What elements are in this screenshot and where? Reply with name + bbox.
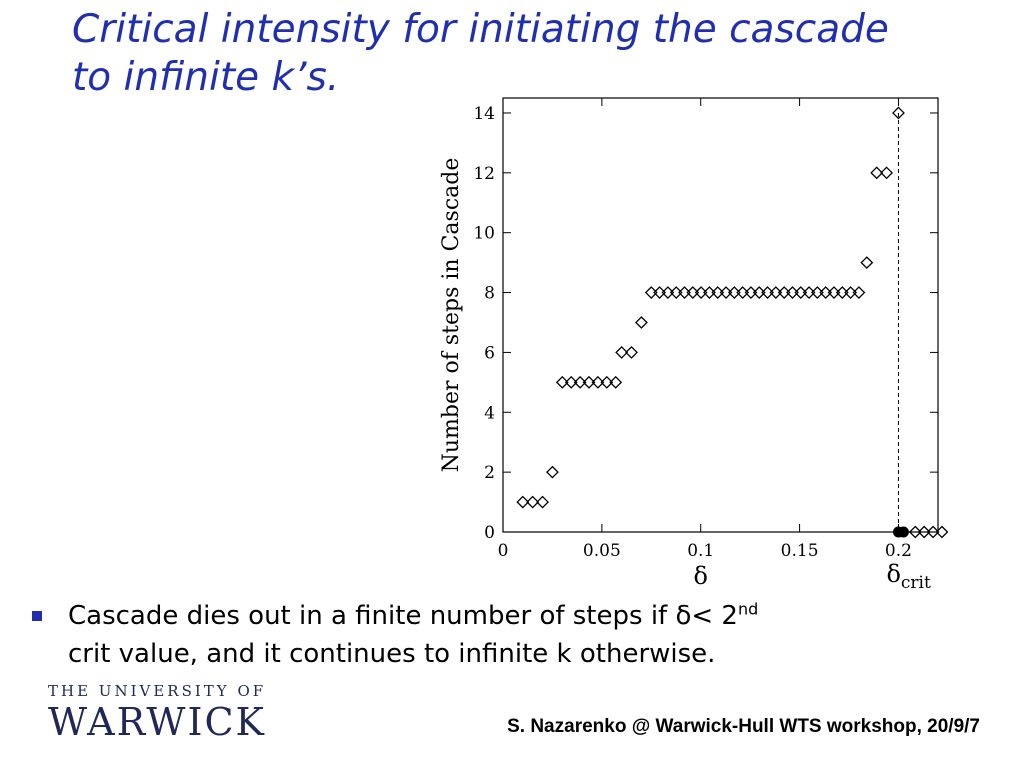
- data-point-diamond: [546, 465, 559, 479]
- data-point-diamond: [777, 286, 791, 299]
- data-point-diamond: [644, 286, 658, 299]
- chart-svg: 0 0.05 0.1 0.15 0.2 0 2 4 6 8 10 12 14 δ Number of ste…: [439, 97, 949, 590]
- data-point-diamond: [736, 286, 750, 299]
- data-point-diamond: [908, 525, 922, 539]
- data-point-diamond: [516, 495, 530, 509]
- bullet-text-main: Cascade dies out in a finite number of s…: [68, 601, 738, 631]
- data-point-diamond: [615, 345, 629, 359]
- data-point-diamond: [892, 106, 905, 120]
- x-axis-label: δ: [694, 562, 708, 590]
- slide-title-line1: Critical intensity for initiating the ca…: [72, 7, 889, 52]
- data-point-diamond: [711, 286, 725, 299]
- data-point-diamond: [703, 286, 716, 299]
- data-point-diamond: [573, 375, 587, 389]
- data-point-diamond: [669, 286, 683, 299]
- university-logo: THE UNIVERSITY OF WARWICK: [48, 682, 278, 752]
- data-point-diamond: [752, 286, 766, 299]
- data-point-diamond: [555, 375, 569, 389]
- data-point-diamond: [935, 525, 949, 539]
- y-tick-label: 14: [473, 104, 495, 124]
- data-point-filled: [897, 526, 909, 538]
- y-tick-label: 0: [484, 523, 495, 543]
- data-point-diamond: [719, 286, 733, 299]
- y-tick-label: 6: [484, 343, 495, 363]
- data-point-diamond: [786, 286, 799, 299]
- bullet-text: Cascade dies out in a finite number of s…: [68, 597, 948, 673]
- data-point-diamond: [860, 256, 874, 270]
- y-tick-label: 2: [484, 463, 495, 483]
- data-point-diamond: [870, 166, 884, 180]
- data-point-diamond: [827, 286, 841, 299]
- critical-label-subscript: crit: [901, 573, 931, 590]
- data-point-diamond: [661, 286, 675, 299]
- data-point-diamond: [835, 286, 849, 299]
- data-point-diamond: [634, 316, 648, 329]
- y-axis-label: Number of steps in Cascade: [439, 158, 464, 473]
- data-point-diamond: [694, 286, 708, 299]
- data-point-diamond: [609, 375, 623, 389]
- logo-main-text: WARWICK: [48, 700, 266, 744]
- data-point-diamond: [536, 495, 549, 509]
- data-point-diamond: [810, 286, 824, 299]
- bullet-square-icon: [32, 611, 42, 621]
- x-tick-label: 0.05: [583, 541, 621, 561]
- slide-title: Critical intensity for initiating the ca…: [72, 6, 1012, 102]
- cascade-chart: 0 0.05 0.1 0.15 0.2 0 2 4 6 8 10 12 14 δ Number of ste…: [420, 90, 960, 590]
- bullet-text-line2: crit value, and it continues to infinite…: [68, 639, 716, 669]
- data-point-diamond: [926, 525, 940, 539]
- data-point-diamond: [769, 286, 783, 299]
- data-point-diamond: [917, 525, 931, 539]
- x-tick-label: 0.1: [687, 541, 714, 561]
- y-tick-label: 12: [473, 164, 495, 184]
- data-point-diamond: [852, 286, 866, 299]
- critical-label: δcrit: [886, 560, 931, 590]
- x-tick-label: 0.2: [885, 541, 912, 561]
- x-tick-label: 0: [498, 541, 509, 561]
- footer-credit: S. Nazarenko @ Warwick-Hull WTS workshop…: [507, 716, 980, 737]
- y-tick-label: 4: [484, 403, 495, 423]
- data-point-diamond: [794, 286, 808, 299]
- data-point-diamond: [591, 375, 605, 389]
- data-point-diamond: [653, 286, 667, 299]
- data-point-diamond: [802, 286, 816, 299]
- y-tick-label: 8: [484, 284, 495, 304]
- data-point-diamond: [582, 375, 596, 389]
- plot-frame: [502, 97, 939, 533]
- data-point-diamond: [625, 345, 638, 359]
- y-tick-label: 10: [473, 224, 495, 244]
- data-point-diamond: [761, 286, 774, 299]
- slide-title-line2: to infinite k’s.: [72, 55, 340, 100]
- data-point-diamond: [744, 286, 758, 299]
- data-point-diamond: [686, 286, 700, 299]
- x-tick-label: 0.15: [781, 541, 819, 561]
- data-point-diamond: [819, 286, 833, 299]
- data-point-diamond: [600, 375, 614, 389]
- data-point-diamond: [564, 375, 578, 389]
- data-point-diamond: [727, 286, 741, 299]
- data-point-diamond: [678, 286, 691, 299]
- data-point-diamond: [526, 495, 540, 509]
- logo-top-text: THE UNIVERSITY OF: [48, 682, 267, 700]
- data-point-diamond: [880, 166, 894, 180]
- bullet-superscript: nd: [737, 599, 759, 619]
- data-point-diamond: [844, 286, 858, 299]
